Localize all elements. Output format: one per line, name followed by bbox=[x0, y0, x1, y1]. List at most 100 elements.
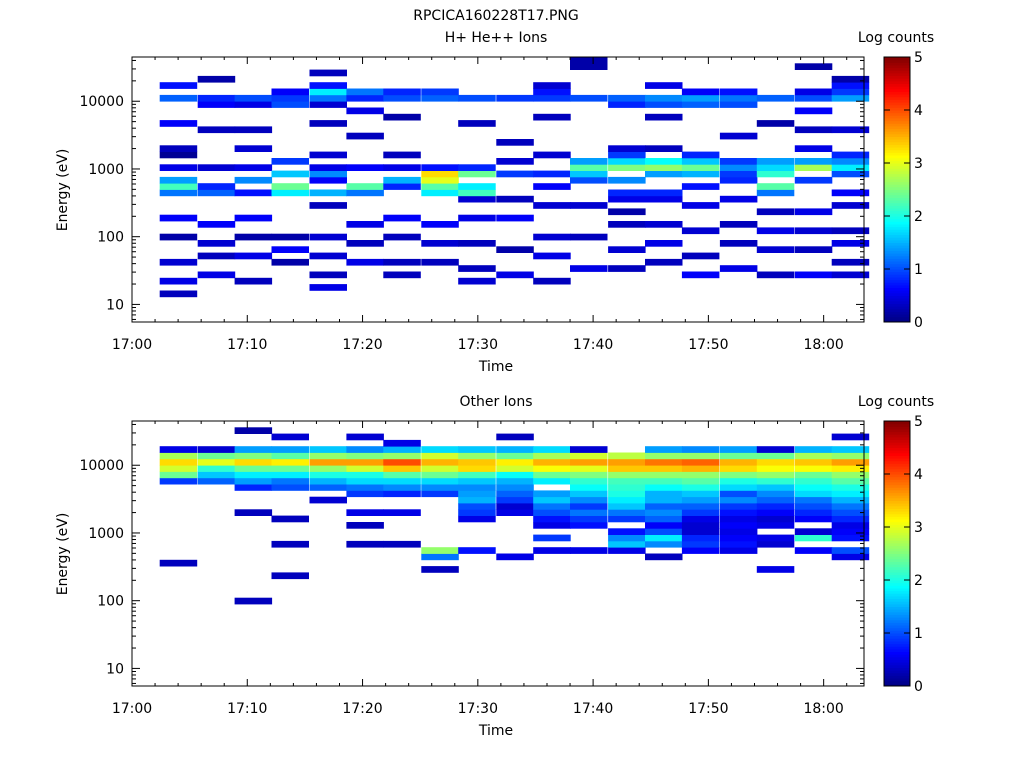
colorbar-segment bbox=[884, 476, 910, 480]
colorbar-tick-label: 1 bbox=[914, 262, 923, 278]
heatmap-cell bbox=[309, 69, 347, 77]
heatmap-cell bbox=[831, 151, 870, 159]
heatmap-cell bbox=[271, 572, 309, 580]
heatmap-cell bbox=[719, 195, 758, 203]
heatmap-cell bbox=[383, 233, 421, 241]
colorbar-segment bbox=[884, 91, 910, 95]
heatmap-cell bbox=[533, 94, 571, 102]
x-tick-label: 17:50 bbox=[688, 337, 728, 353]
heatmap-cell bbox=[458, 477, 496, 485]
heatmap-cell bbox=[234, 252, 273, 260]
heatmap-cell bbox=[271, 458, 309, 466]
heatmap-cell bbox=[197, 221, 236, 228]
colorbar-segment bbox=[884, 455, 910, 459]
colorbar-tick-label: 0 bbox=[914, 315, 923, 331]
colorbar-segment bbox=[884, 279, 910, 283]
heatmap-cell bbox=[719, 164, 758, 171]
heatmap-cell bbox=[271, 433, 309, 441]
heatmap-cell bbox=[570, 176, 608, 184]
heatmap-cell bbox=[831, 528, 870, 535]
heatmap-cell bbox=[458, 490, 496, 498]
heatmap-cell bbox=[197, 452, 236, 460]
heatmap-cell bbox=[681, 515, 720, 523]
colorbar-segment bbox=[884, 654, 910, 658]
heatmap-cell bbox=[681, 94, 720, 102]
heatmap-cell bbox=[234, 427, 273, 434]
heatmap-cell bbox=[271, 540, 309, 548]
heatmap-cell bbox=[271, 88, 309, 96]
heatmap-cell bbox=[159, 559, 198, 567]
heatmap-cell bbox=[570, 446, 608, 453]
heatmap-cell bbox=[645, 195, 683, 203]
heatmap-cell bbox=[681, 88, 720, 96]
colorbar-segment bbox=[884, 292, 910, 296]
colorbar-segment bbox=[884, 497, 910, 501]
heatmap-cell bbox=[533, 446, 571, 453]
colorbar-segment bbox=[884, 635, 910, 639]
y-tick-label: 10000 bbox=[79, 94, 124, 110]
heatmap-cell bbox=[831, 496, 870, 504]
heatmap-cell bbox=[756, 158, 795, 165]
heatmap-cell bbox=[309, 176, 347, 184]
heatmap-cell bbox=[421, 164, 459, 171]
heatmap-cell bbox=[533, 503, 571, 510]
heatmap-cell bbox=[421, 258, 459, 266]
heatmap-cell bbox=[831, 189, 870, 197]
colorbar-segment bbox=[884, 274, 910, 278]
heatmap-cell bbox=[645, 82, 683, 89]
heatmap-cell bbox=[608, 496, 646, 504]
colorbar-segment bbox=[884, 630, 910, 634]
panel-1-y-axis-label: Energy (eV) bbox=[55, 149, 71, 232]
colorbar-segment bbox=[884, 458, 910, 462]
colorbar-segment bbox=[884, 282, 910, 286]
colorbar-segment bbox=[884, 505, 910, 509]
heatmap-cell bbox=[570, 522, 608, 529]
colorbar-segment bbox=[884, 537, 910, 541]
colorbar-segment bbox=[884, 574, 910, 578]
heatmap-cell bbox=[608, 195, 646, 203]
heatmap-cell bbox=[533, 183, 571, 190]
colorbar-segment bbox=[884, 269, 910, 273]
colorbar-segment bbox=[884, 176, 910, 180]
x-tick-label: 17:20 bbox=[342, 337, 382, 353]
heatmap-cell bbox=[496, 465, 534, 472]
heatmap-cell bbox=[383, 94, 421, 102]
heatmap-cell bbox=[608, 515, 646, 523]
colorbar-segment bbox=[884, 223, 910, 228]
heatmap-cell bbox=[608, 471, 646, 479]
heatmap-cell bbox=[645, 221, 683, 228]
heatmap-cell bbox=[234, 446, 273, 453]
colorbar-segment bbox=[884, 319, 910, 323]
heatmap-cell bbox=[159, 176, 198, 184]
heatmap-cell bbox=[719, 132, 758, 140]
colorbar-segment bbox=[884, 303, 910, 307]
colorbar-segment bbox=[884, 447, 910, 451]
colorbar-segment bbox=[884, 210, 910, 214]
heatmap-cell bbox=[756, 458, 795, 466]
heatmap-cell bbox=[608, 509, 646, 516]
colorbar-segment bbox=[884, 513, 910, 517]
heatmap-cell bbox=[719, 540, 758, 548]
colorbar-segment bbox=[884, 532, 910, 536]
heatmap-cell bbox=[570, 158, 608, 165]
heatmap-cell bbox=[346, 164, 384, 171]
heatmap-cell bbox=[496, 503, 534, 510]
heatmap-cell bbox=[794, 465, 833, 472]
colorbar-segment bbox=[884, 186, 910, 190]
heatmap-cell bbox=[756, 120, 795, 127]
heatmap-cell bbox=[421, 240, 459, 247]
y-tick-label: 1000 bbox=[88, 162, 124, 178]
heatmap-cell bbox=[645, 189, 683, 197]
colorbar-segment bbox=[884, 503, 910, 507]
heatmap-cell bbox=[645, 490, 683, 498]
heatmap-cell bbox=[681, 465, 720, 472]
colorbar-segment bbox=[884, 511, 910, 515]
colorbar-segment bbox=[884, 258, 910, 262]
panel-1-cells bbox=[159, 57, 870, 298]
heatmap-cell bbox=[159, 477, 198, 485]
colorbar-segment bbox=[884, 452, 910, 456]
heatmap-cell bbox=[645, 145, 683, 152]
heatmap-cell bbox=[496, 458, 534, 466]
heatmap-cell bbox=[645, 164, 683, 171]
